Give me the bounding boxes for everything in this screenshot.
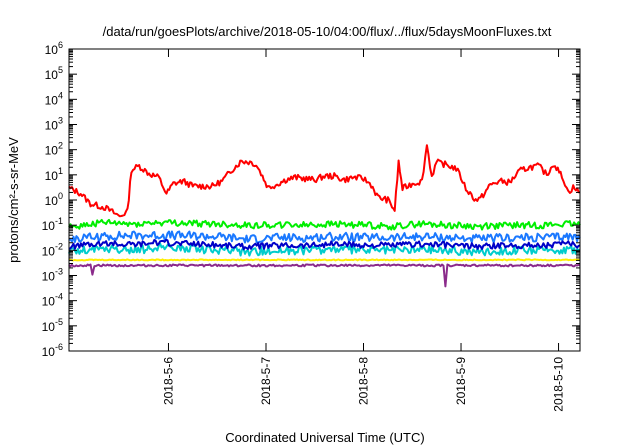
y-tick-label: 105 [45,65,63,82]
series-line [68,263,581,288]
y-tick-label: 10-2 [42,241,63,258]
plot-frame [68,48,581,352]
x-tick-label: 2018-5-9 [454,357,468,405]
y-tick-label: 10-6 [42,342,63,359]
y-tick-label: 10-1 [42,216,63,233]
y-axis-title: protons/cm²-s-sr-MeV [6,137,21,263]
series-line [68,230,581,244]
y-tick-label: 101 [45,166,63,183]
y-tick-label: 106 [45,40,63,57]
y-tick-label: 10-5 [42,317,63,334]
series-line [68,144,581,218]
series-layer [68,144,581,288]
series-line [68,258,581,262]
y-tick-label: 10-3 [42,267,63,284]
x-axis-title: Coordinated Universal Time (UTC) [225,430,424,445]
series-line [68,218,581,231]
x-axis: 2018-5-6 2018-5-7 2018-5-8 2018-5-9 2018-5-1… [161,49,566,412]
y-tick-label: 104 [45,90,63,107]
x-tick-label: 2018-5-8 [357,357,371,405]
y-axis: 10-6 10-5 10-4 10-3 10-2 10-1 100 101 102 103 104 1… [42,40,580,359]
x-tick-label: 2018-5-7 [259,357,273,405]
y-tick-label: 10-4 [42,292,63,309]
y-tick-label: 100 [45,191,63,208]
series-line [68,239,581,251]
x-tick-label: 2018-5-6 [161,357,175,405]
y-tick-label: 103 [45,116,63,133]
x-tick-label: 2018-5-10 [552,357,566,412]
chart-title: /data/run/goesPlots/archive/2018-05-10/0… [103,24,552,39]
series-line [68,242,581,257]
y-tick-label: 102 [45,141,63,158]
